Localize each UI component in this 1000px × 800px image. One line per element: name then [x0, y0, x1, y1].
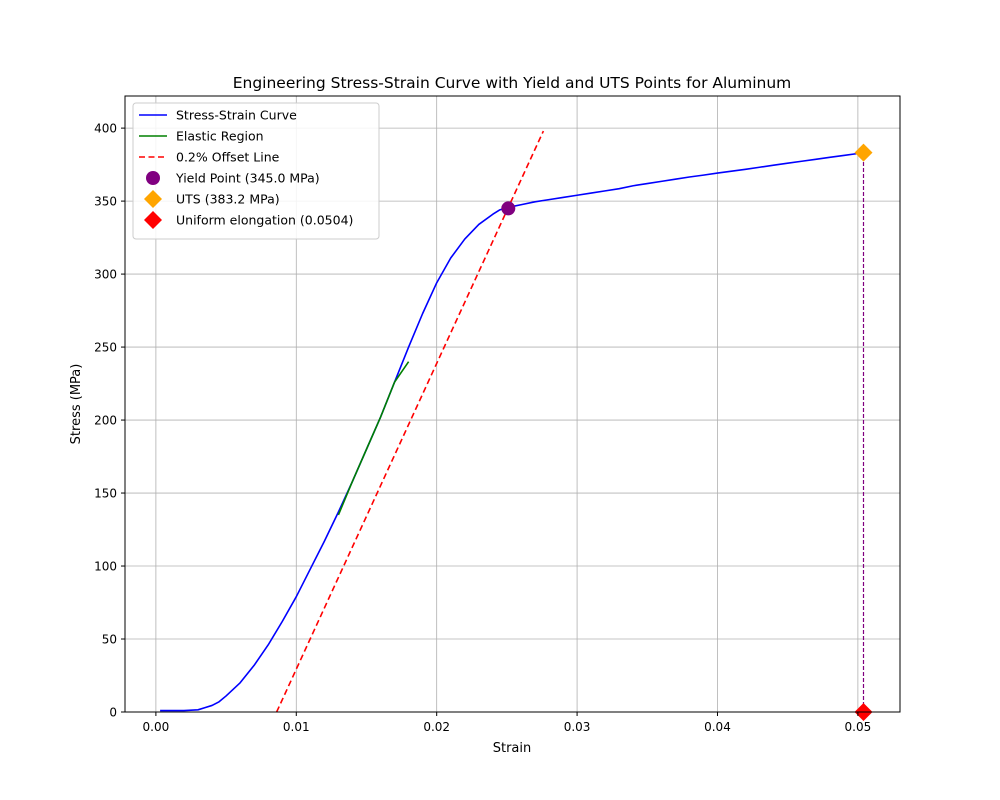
yield-point-marker — [501, 201, 516, 216]
y-tick-label: 350 — [94, 195, 117, 209]
x-tick-label: 0.05 — [845, 720, 872, 734]
legend-label: UTS (383.2 MPa) — [176, 192, 280, 207]
chart-title: Engineering Stress-Strain Curve with Yie… — [233, 74, 792, 92]
y-axis-ticks: 0 50 100 150 200 250 300 350 400 — [94, 122, 125, 720]
y-tick-label: 400 — [94, 122, 117, 136]
series-markers — [501, 143, 873, 721]
legend-swatch — [146, 171, 160, 185]
legend-label: 0.2% Offset Line — [176, 150, 280, 165]
y-tick-label: 100 — [94, 560, 117, 574]
uts-marker — [854, 143, 873, 162]
y-tick-label: 150 — [94, 487, 117, 501]
x-tick-label: 0.00 — [143, 720, 170, 734]
y-tick-label: 250 — [94, 341, 117, 355]
x-tick-label: 0.02 — [423, 720, 450, 734]
legend-yield-point: Yield Point (345.0 MPa) — [146, 171, 320, 186]
legend-box — [132, 102, 380, 240]
legend-label: Stress-Strain Curve — [176, 108, 297, 123]
offset-line — [275, 130, 545, 712]
legend-uts: UTS (383.2 MPa) — [144, 190, 280, 208]
elastic-region-line — [337, 361, 410, 516]
y-tick-label: 50 — [102, 633, 117, 647]
axes-frame — [124, 95, 901, 713]
x-tick-label: 0.04 — [704, 720, 731, 734]
y-tick-label: 0 — [109, 706, 117, 720]
y-axis-label: Stress (MPa) — [69, 364, 84, 445]
x-axis-ticks: 0.00 0.01 0.02 0.03 0.04 0.05 — [143, 712, 872, 734]
legend-stress-strain: Stress-Strain Curve — [139, 108, 297, 123]
legend-elastic-region: Elastic Region — [139, 129, 264, 144]
y-tick-label: 200 — [94, 414, 117, 428]
legend-uniform-elongation: Uniform elongation (0.0504) — [144, 211, 353, 229]
legend-swatch — [144, 190, 162, 208]
grid — [125, 96, 900, 713]
legend-offset-line: 0.2% Offset Line — [139, 150, 280, 165]
x-axis-label: Strain — [493, 741, 532, 756]
x-tick-label: 0.03 — [564, 720, 591, 734]
legend-label: Yield Point (345.0 MPa) — [175, 171, 320, 186]
legend-swatch — [144, 211, 162, 229]
legend-label: Uniform elongation (0.0504) — [176, 213, 353, 228]
legend-label: Elastic Region — [176, 129, 264, 144]
x-tick-label: 0.01 — [283, 720, 310, 734]
legend: Stress-Strain Curve Elastic Region 0.2% Of… — [132, 102, 380, 240]
y-tick-label: 300 — [94, 268, 117, 282]
